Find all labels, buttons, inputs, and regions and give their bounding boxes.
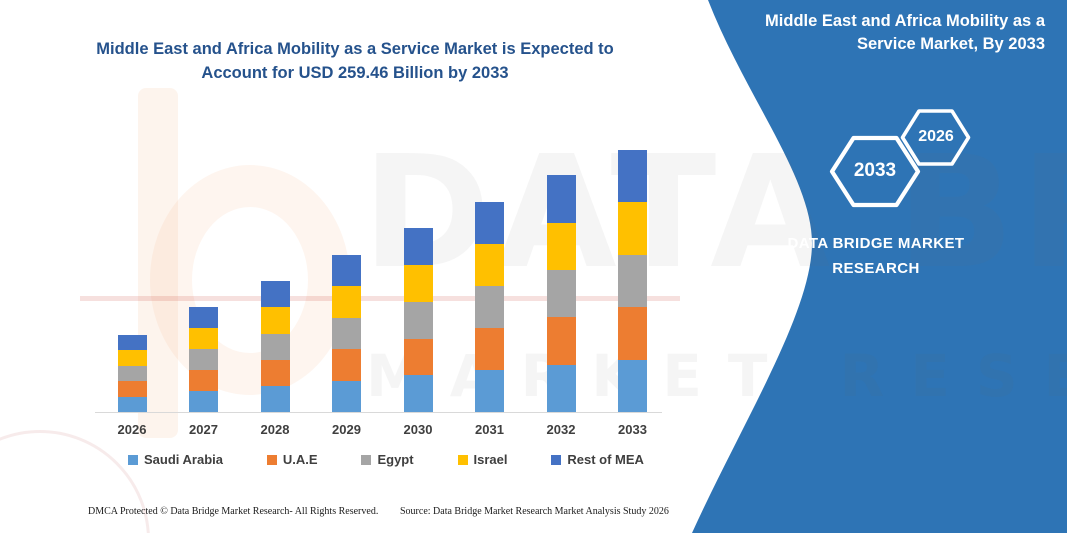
bar-segment-2032-saudi-arabia xyxy=(546,364,576,412)
page-title-line2: Account for USD 259.46 Billion by 2033 xyxy=(201,64,509,82)
bar-segment-2032-u-a-e xyxy=(546,317,576,365)
chart-legend: Saudi Arabia U.A.E Egypt Israel Rest of MEA xyxy=(128,452,644,467)
bar-2029 xyxy=(332,254,361,412)
bar-segment-2031-israel xyxy=(475,243,504,286)
bar-segment-2032-rest-of-mea xyxy=(546,175,576,223)
bar-segment-2028-egypt xyxy=(260,333,290,360)
x-axis-label-2026: 2026 xyxy=(117,422,147,437)
footer-source-text: Source: Data Bridge Market Research Mark… xyxy=(400,506,669,517)
legend-item-u-a-e: U.A.E xyxy=(266,452,318,467)
x-axis-label-2027: 2027 xyxy=(189,422,218,437)
bar-segment-2027-u-a-e xyxy=(189,370,218,392)
bar-segment-2030-u-a-e xyxy=(403,338,433,376)
x-axis-label-2032: 2032 xyxy=(546,422,576,437)
bar-segment-2030-saudi-arabia xyxy=(403,375,433,412)
legend-swatch-icon xyxy=(551,454,562,465)
legend-label: Egypt xyxy=(377,452,414,467)
x-axis-line xyxy=(95,412,662,413)
bar-segment-2031-u-a-e xyxy=(475,327,504,370)
bar-segment-2026-u-a-e xyxy=(117,381,147,397)
legend-swatch-icon xyxy=(361,454,372,465)
legend-swatch-icon xyxy=(457,454,468,465)
x-axis-label-2031: 2031 xyxy=(475,422,504,437)
bar-segment-2033-u-a-e xyxy=(618,307,647,360)
bar-2027 xyxy=(189,307,218,412)
legend-label: Israel xyxy=(473,452,508,467)
bar-segment-2033-israel xyxy=(618,202,647,255)
panel-title: Middle East and Africa Mobility as a Ser… xyxy=(715,10,1045,56)
brand-line1: DATA BRIDGE MARKET xyxy=(787,235,965,252)
bar-segment-2026-rest-of-mea xyxy=(117,334,147,351)
brand-wordmark: DATA BRIDGE MARKET RESEARCH xyxy=(770,231,982,281)
bar-segment-2029-israel xyxy=(332,286,361,318)
bar-segment-2033-rest-of-mea xyxy=(618,149,647,203)
bar-segment-2026-israel xyxy=(117,350,147,366)
bar-segment-2027-egypt xyxy=(189,349,218,371)
bar-2026 xyxy=(117,334,147,412)
bar-segment-2033-egypt xyxy=(618,254,647,308)
bar-segment-2031-rest-of-mea xyxy=(475,201,504,244)
x-axis-label-2028: 2028 xyxy=(260,422,290,437)
bar-segment-2028-israel xyxy=(260,307,290,334)
page-title-line1: Middle East and Africa Mobility as a Ser… xyxy=(96,40,614,58)
bar-segment-2026-saudi-arabia xyxy=(117,396,147,412)
bar-2030 xyxy=(403,228,433,412)
legend-swatch-icon xyxy=(266,454,277,465)
bar-segment-2027-saudi-arabia xyxy=(189,391,218,412)
brand-line2: RESEARCH xyxy=(832,260,920,277)
bar-segment-2029-u-a-e xyxy=(332,349,361,381)
legend-swatch-icon xyxy=(128,454,138,465)
bar-2028 xyxy=(260,281,290,412)
stacked-bar-chart: 2026 2027 2028 2029 2030 2031 2032 2033 xyxy=(88,130,668,442)
bar-2031 xyxy=(475,201,504,412)
bar-2032 xyxy=(546,175,576,412)
bar-segment-2029-saudi-arabia xyxy=(332,380,361,412)
bar-segment-2028-rest-of-mea xyxy=(260,281,290,308)
bar-segment-2029-rest-of-mea xyxy=(332,254,361,287)
hexagon-badges xyxy=(829,109,971,208)
legend-item-rest-of-mea: Rest of MEA xyxy=(551,452,644,467)
x-axis-label-2033: 2033 xyxy=(618,422,647,437)
x-axis-label-2029: 2029 xyxy=(332,422,361,437)
bar-segment-2028-saudi-arabia xyxy=(260,385,290,412)
legend-label: Saudi Arabia xyxy=(144,452,223,467)
bar-segment-2027-rest-of-mea xyxy=(189,307,218,329)
panel-title-line2: Service Market, By 2033 xyxy=(856,35,1045,53)
right-panel-shape xyxy=(692,0,1067,533)
bar-segment-2031-egypt xyxy=(475,285,504,328)
bar-segment-2030-israel xyxy=(403,265,433,302)
hexagon-2026-icon xyxy=(900,109,971,166)
legend-label: U.A.E xyxy=(282,452,318,467)
legend-label: Rest of MEA xyxy=(567,452,644,467)
hexagon-2033-icon xyxy=(829,135,921,208)
panel-title-line1: Middle East and Africa Mobility as a xyxy=(765,12,1045,30)
bar-2033 xyxy=(618,149,647,412)
x-axis-label-2030: 2030 xyxy=(403,422,433,437)
bar-segment-2026-egypt xyxy=(117,365,147,382)
footer-dmca-text: DMCA Protected © Data Bridge Market Rese… xyxy=(88,506,379,517)
bar-segment-2029-egypt xyxy=(332,317,361,350)
hexagon-label-2026: 2026 xyxy=(918,128,954,145)
bar-segment-2031-saudi-arabia xyxy=(475,369,504,412)
legend-item-saudi-arabia: Saudi Arabia xyxy=(128,452,223,467)
legend-item-egypt: Egypt xyxy=(361,452,414,467)
bar-segment-2030-rest-of-mea xyxy=(403,228,433,265)
bar-segment-2033-saudi-arabia xyxy=(618,359,647,412)
hexagon-label-2033: 2033 xyxy=(853,160,897,181)
page-title: Middle East and Africa Mobility as a Ser… xyxy=(55,37,655,85)
watermark-red-swoosh xyxy=(80,296,680,301)
bar-segment-2028-u-a-e xyxy=(260,359,290,386)
bar-segment-2030-egypt xyxy=(403,301,433,339)
bar-segment-2032-israel xyxy=(546,222,576,270)
legend-item-israel: Israel xyxy=(457,452,508,467)
bar-segment-2027-israel xyxy=(189,328,218,350)
bar-segment-2032-egypt xyxy=(546,269,576,318)
